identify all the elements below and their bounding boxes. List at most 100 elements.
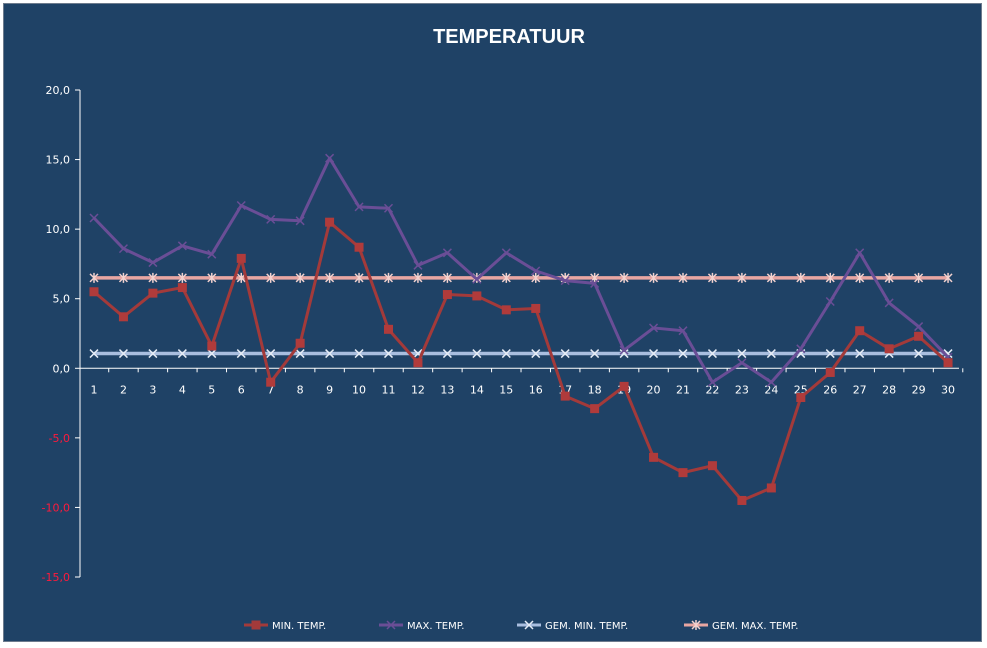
x-tick-label: 21 xyxy=(676,383,690,396)
data-point xyxy=(325,272,335,283)
data-point xyxy=(560,391,570,401)
data-point xyxy=(531,349,541,359)
data-point xyxy=(472,291,482,301)
data-point xyxy=(796,393,806,403)
data-point xyxy=(884,344,894,354)
series-gem-min-temp xyxy=(89,349,953,359)
data-point xyxy=(295,349,305,359)
x-tick-label: 7 xyxy=(267,383,274,396)
y-tick-label: 0,0 xyxy=(53,362,71,375)
data-point xyxy=(89,213,99,223)
data-point xyxy=(619,349,629,359)
chart-area: TEMPERATUUR 20,0 15,0 10,0 5,0 0,0 -5,0 -10,0 -… xyxy=(3,3,982,642)
data-point xyxy=(855,326,865,336)
x-tick-label: 27 xyxy=(853,383,867,396)
x-tick-label: 6 xyxy=(238,383,245,396)
data-point xyxy=(472,274,482,284)
data-point xyxy=(531,272,541,283)
data-point xyxy=(678,468,688,478)
data-point xyxy=(295,272,305,283)
data-point xyxy=(207,341,217,351)
data-point xyxy=(501,248,511,258)
x-tick-label: 9 xyxy=(326,383,333,396)
data-point xyxy=(89,349,99,359)
x-tick-label: 3 xyxy=(149,383,156,396)
y-tick-label: 15,0 xyxy=(46,154,71,167)
data-point xyxy=(737,272,747,283)
data-point xyxy=(384,324,393,334)
data-point xyxy=(531,266,541,276)
x-tick-label: 26 xyxy=(823,383,837,396)
data-point xyxy=(148,258,158,268)
data-point xyxy=(796,344,806,354)
data-point xyxy=(531,303,541,313)
x-tick-label: 29 xyxy=(912,383,926,396)
data-point xyxy=(825,272,835,283)
data-point xyxy=(89,272,99,283)
x-tick-label: 10 xyxy=(352,383,366,396)
data-point xyxy=(295,216,305,226)
data-point xyxy=(678,349,688,359)
legend-label: GEM. MAX. TEMP. xyxy=(712,621,798,632)
x-tick-label: 20 xyxy=(647,383,661,396)
legend-label: GEM. MIN. TEMP. xyxy=(545,621,628,632)
legend-marker xyxy=(691,620,701,630)
data-point xyxy=(383,349,394,359)
data-point xyxy=(413,260,423,270)
series-gem-max-temp xyxy=(89,272,953,283)
axes: 20,015,010,05,00,0-5,0-10,0-15,01 2 3 4 5 6 7 8… xyxy=(42,84,964,584)
data-point xyxy=(383,272,394,283)
data-point xyxy=(207,249,217,259)
y-tick-label: 10,0 xyxy=(46,223,71,236)
data-point xyxy=(914,322,924,332)
legend-label: MIN. TEMP. xyxy=(272,621,326,632)
series-layer xyxy=(89,153,953,505)
data-point xyxy=(118,272,128,283)
data-point xyxy=(413,358,423,368)
legend: MIN. TEMP. MAX. TEMP. GEM. MIN. TEMP. GEM. … xyxy=(244,620,798,632)
data-point xyxy=(943,358,953,368)
data-point xyxy=(236,253,246,263)
data-point xyxy=(442,290,452,300)
data-point xyxy=(914,331,924,341)
data-point xyxy=(148,272,158,283)
series-line xyxy=(92,156,950,384)
x-tick-label: 22 xyxy=(705,383,719,396)
data-point xyxy=(649,323,659,333)
data-point xyxy=(442,272,452,283)
data-point xyxy=(266,377,276,387)
data-point xyxy=(325,217,335,227)
data-point xyxy=(766,272,776,283)
x-tick-label: 30 xyxy=(941,383,955,396)
series-line xyxy=(93,220,950,502)
data-point xyxy=(442,349,452,359)
x-tick-label: 1 xyxy=(91,383,98,396)
data-point xyxy=(707,349,717,359)
data-point xyxy=(148,288,158,298)
data-point xyxy=(766,349,776,359)
data-point xyxy=(855,272,865,283)
data-point xyxy=(207,272,217,283)
x-tick-label: 8 xyxy=(297,383,304,396)
data-point xyxy=(707,272,717,283)
data-point xyxy=(590,349,600,359)
x-tick-label: 13 xyxy=(440,383,454,396)
data-point xyxy=(325,349,335,359)
data-point xyxy=(266,214,276,224)
data-point xyxy=(796,272,806,283)
data-point xyxy=(825,367,835,377)
y-tick-label: -5,0 xyxy=(49,432,70,445)
x-tick-label: 12 xyxy=(411,383,425,396)
line-chart: TEMPERATUUR 20,0 15,0 10,0 5,0 0,0 -5,0 -10,0 -… xyxy=(42,26,964,632)
data-point xyxy=(707,461,717,471)
data-point xyxy=(884,298,894,308)
data-point xyxy=(354,349,364,359)
data-point xyxy=(501,349,511,359)
x-tick-label: 28 xyxy=(882,383,896,396)
data-point xyxy=(619,345,629,355)
x-tick-label: 16 xyxy=(529,383,543,396)
x-tick-label: 24 xyxy=(764,383,778,396)
series-max-temp xyxy=(89,153,953,387)
data-point xyxy=(766,377,776,387)
y-tick-label: 5,0 xyxy=(53,293,71,306)
